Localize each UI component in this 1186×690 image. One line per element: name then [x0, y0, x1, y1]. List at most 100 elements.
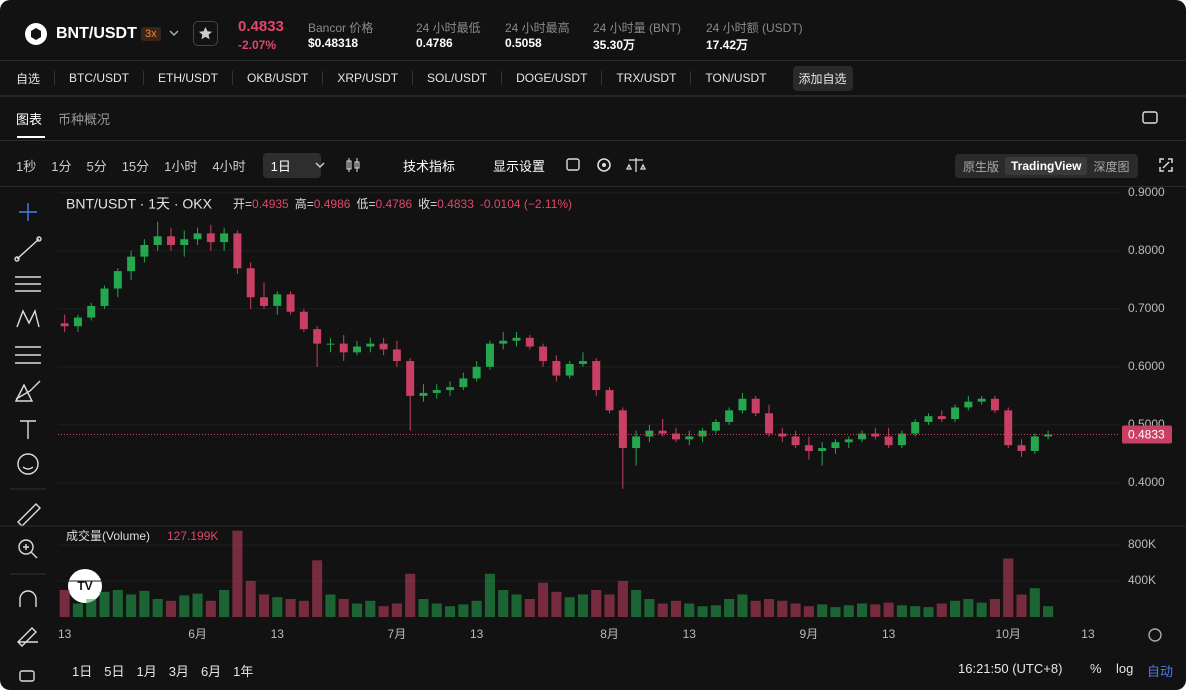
tool[interactable]: 显示设置 [493, 158, 546, 174]
candle-body [127, 256, 136, 272]
interval-chevron[interactable] [314, 160, 326, 170]
volume-bar [591, 590, 602, 617]
tool-icons[interactable] [565, 156, 655, 174]
stat-label: 24 小时额 (USDT) [706, 21, 803, 35]
candle-icon[interactable] [345, 157, 361, 173]
volume-bar [418, 599, 429, 617]
candle-body [698, 430, 707, 437]
logo [25, 23, 47, 45]
interval[interactable]: 1秒 [16, 158, 37, 174]
divider [0, 140, 1186, 141]
settings-icon[interactable] [1148, 628, 1162, 642]
volume-bar [205, 600, 216, 617]
range[interactable]: 1月 [136, 663, 157, 679]
volume-bar [777, 600, 788, 617]
candle-body [432, 390, 441, 393]
volume-bar [843, 605, 854, 617]
candle-body [844, 439, 853, 443]
y-tick-label: 0.6000 [1128, 359, 1165, 373]
tool[interactable]: 技术指标 [403, 158, 456, 174]
volume-bar [577, 594, 589, 617]
volume-bar [165, 600, 177, 617]
watch-item[interactable]: BTC/USDT [54, 71, 143, 85]
candle-body [166, 236, 175, 246]
candle-body [632, 436, 641, 449]
divider [0, 186, 1186, 187]
tab[interactable]: 币种概况 [58, 111, 111, 127]
stat-label: Bancor 价格 [308, 21, 374, 35]
volume-bar [245, 581, 256, 617]
volume-bar [325, 594, 336, 617]
candle-body [299, 311, 308, 330]
volume-bar [219, 590, 230, 617]
drawing-toolbar[interactable] [0, 187, 56, 690]
volume-bar [896, 605, 907, 617]
layout-icon[interactable] [1142, 111, 1158, 125]
watch-item[interactable]: SOL/USDT [412, 71, 501, 85]
range[interactable]: 1年 [233, 663, 254, 679]
tab[interactable]: 图表 [16, 111, 43, 127]
log-toggle[interactable]: log [1116, 661, 1134, 676]
percent-toggle[interactable]: % [1090, 661, 1102, 676]
candle-body [897, 433, 906, 446]
interval[interactable]: 1分 [51, 158, 72, 174]
y-tick-label: 0.8000 [1128, 243, 1165, 257]
volume-bar [272, 597, 283, 617]
volume-bar [551, 591, 562, 617]
interval[interactable]: 4小时 [212, 158, 246, 174]
chevron[interactable] [168, 28, 180, 38]
interval[interactable]: 1小时 [164, 158, 198, 174]
candle-body [990, 398, 999, 411]
favorite[interactable] [193, 21, 218, 46]
range[interactable]: 5日 [104, 663, 125, 679]
volume-bar [378, 606, 389, 617]
volume-bar [564, 597, 575, 617]
candle-body [406, 361, 415, 396]
volume-bar [139, 590, 150, 617]
view-option[interactable]: 原生版 [963, 159, 1000, 174]
range[interactable]: 1日 [72, 663, 93, 679]
candle-body [153, 236, 162, 246]
candle-body [485, 343, 494, 367]
volume-bar [126, 594, 137, 617]
candle-body [1044, 434, 1053, 437]
watch-item[interactable]: TRX/USDT [601, 71, 690, 85]
candle-body [113, 271, 122, 289]
x-tick-label: 7月 [388, 627, 407, 641]
x-tick-label: 8月 [600, 627, 619, 641]
watch-item[interactable]: ETH/USDT [143, 71, 232, 85]
interval[interactable]: 1日 [262, 152, 321, 178]
candle-body [499, 340, 508, 344]
watch-item[interactable]: 添加自选 [792, 65, 853, 91]
candle-body [871, 433, 880, 437]
watch-item[interactable]: TON/USDT [690, 71, 780, 85]
watch-item[interactable]: DOGE/USDT [501, 71, 601, 85]
volume-bar [524, 599, 535, 617]
candle-body [738, 398, 747, 411]
pair[interactable]: BNT/USDT [56, 25, 137, 42]
view-option[interactable]: 深度图 [1093, 159, 1130, 174]
volume-bar [498, 590, 509, 617]
ranges: 1日 5日 1月 3月 6月 1年 [72, 660, 253, 680]
fullscreen-icon[interactable] [1158, 157, 1174, 173]
range[interactable]: 6月 [200, 663, 222, 679]
candle-body [539, 346, 548, 362]
stat-label: 24 小时量 (BNT) [593, 21, 682, 35]
range[interactable]: 3月 [168, 663, 189, 679]
interval[interactable]: 5分 [86, 158, 107, 174]
volume-bar [989, 599, 1000, 617]
candle-body [565, 363, 574, 376]
candle-body [1004, 410, 1013, 446]
volume-bar [471, 600, 482, 617]
watch-item[interactable]: OKB/USDT [232, 71, 322, 85]
candle-body [964, 401, 973, 408]
candle-body [618, 410, 627, 449]
watch-item[interactable]: XRP/USDT [322, 71, 412, 85]
auto-toggle[interactable]: 自动 [1147, 664, 1174, 679]
watch-item[interactable]: 自选 [16, 71, 41, 86]
view-option[interactable]: TradingView [1005, 157, 1088, 175]
interval[interactable]: 15分 [121, 158, 150, 174]
tab-underline [17, 136, 45, 138]
ohlc-label: 高= [295, 196, 314, 211]
